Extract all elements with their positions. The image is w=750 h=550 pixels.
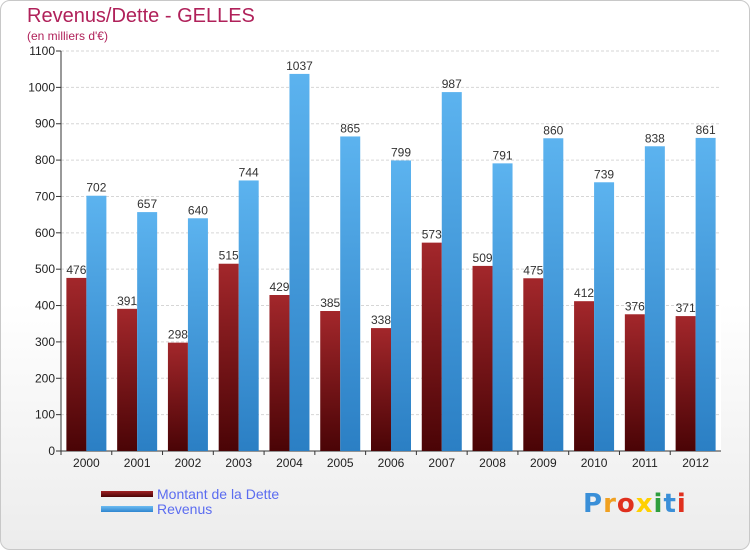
- logo-letter: P: [583, 489, 604, 519]
- logo-letter: r: [603, 489, 617, 519]
- x-tick-label: 2011: [632, 456, 658, 470]
- bar-dette: [218, 263, 239, 451]
- logo-letter: o: [616, 489, 636, 519]
- data-label-dette: 391: [117, 294, 137, 308]
- bar-dette: [624, 314, 645, 451]
- bar-dette: [574, 301, 595, 451]
- y-tick-label: 0: [48, 444, 55, 458]
- data-label-revenus: 860: [543, 123, 563, 137]
- data-label-revenus: 838: [645, 131, 665, 145]
- y-tick-label: 1100: [29, 44, 55, 58]
- bar-dette: [66, 277, 87, 451]
- bar-dette: [675, 316, 696, 451]
- data-label-dette: 385: [320, 296, 340, 310]
- x-tick-label: 2006: [378, 456, 405, 470]
- y-tick-label: 600: [35, 226, 55, 240]
- bar-revenus: [86, 195, 107, 451]
- bar-dette: [523, 278, 544, 451]
- data-label-dette: 371: [676, 301, 696, 315]
- x-tick-label: 2000: [73, 456, 100, 470]
- bar-dette: [167, 342, 188, 451]
- bar-revenus: [187, 218, 208, 451]
- bar-revenus: [340, 136, 361, 452]
- data-label-revenus: 987: [442, 77, 462, 91]
- data-label-dette: 573: [422, 228, 442, 242]
- data-label-dette: 376: [625, 299, 645, 313]
- data-label-dette: 475: [523, 263, 543, 277]
- y-tick-label: 100: [35, 408, 55, 422]
- legend-label-dette: Montant de la Dette: [157, 486, 280, 502]
- x-tick-label: 2002: [175, 456, 202, 470]
- bar-revenus: [391, 160, 411, 452]
- bar-dette: [320, 311, 341, 451]
- data-label-revenus: 702: [86, 181, 106, 195]
- y-tick-label: 1000: [28, 80, 55, 94]
- data-label-dette: 515: [219, 249, 239, 263]
- logo-letter: i: [676, 489, 687, 519]
- data-label-revenus: 791: [493, 148, 513, 162]
- bar-dette: [421, 242, 442, 451]
- x-tick-label: 2007: [428, 456, 455, 470]
- logo-letter: t: [663, 489, 677, 519]
- data-label-revenus: 865: [340, 121, 360, 135]
- logo-letter: x: [635, 489, 654, 519]
- x-tick-label: 2010: [581, 456, 608, 470]
- x-tick-label: 2008: [479, 456, 506, 470]
- data-label-revenus: 744: [239, 165, 259, 179]
- x-tick-label: 2003: [225, 456, 252, 470]
- data-label-dette: 509: [473, 251, 493, 265]
- bar-revenus: [594, 182, 615, 452]
- data-label-dette: 476: [66, 263, 86, 277]
- data-label-dette: 412: [574, 286, 594, 300]
- chart-title: Revenus/Dette - GELLES: [27, 5, 255, 27]
- data-label-revenus: 739: [594, 167, 614, 181]
- proxiti-logo: Proxiti: [583, 489, 687, 519]
- data-label-dette: 338: [371, 313, 391, 327]
- x-tick-label: 2012: [682, 456, 709, 470]
- y-tick-label: 400: [35, 299, 55, 313]
- x-tick-label: 2009: [530, 456, 557, 470]
- bar-revenus: [644, 146, 665, 452]
- bar-revenus: [543, 138, 564, 452]
- y-tick-label: 700: [35, 189, 55, 203]
- bar-revenus: [441, 92, 462, 451]
- bar-revenus: [137, 212, 158, 451]
- data-label-dette: 298: [168, 328, 188, 342]
- data-label-revenus: 640: [188, 203, 208, 217]
- bar-dette: [117, 308, 138, 451]
- bar-revenus: [492, 163, 513, 451]
- bar-revenus: [289, 73, 310, 451]
- legend-label-revenus: Revenus: [157, 501, 213, 517]
- bar-revenus: [238, 180, 259, 452]
- chart-subtitle: (en milliers d'€): [27, 29, 108, 43]
- legend-swatch-dette: [101, 491, 153, 497]
- y-tick-label: 800: [35, 153, 55, 167]
- data-label-revenus: 1037: [286, 59, 313, 73]
- bar-dette: [269, 295, 290, 451]
- y-tick-label: 500: [35, 262, 55, 276]
- x-tick-label: 2004: [276, 456, 303, 470]
- data-label-revenus: 657: [137, 197, 157, 211]
- legend-swatch-revenus: [101, 506, 153, 512]
- data-label-revenus: 861: [696, 123, 716, 137]
- y-tick-label: 300: [35, 335, 55, 349]
- y-tick-label: 200: [35, 371, 55, 385]
- x-tick-label: 2005: [327, 456, 354, 470]
- bar-revenus: [695, 137, 716, 451]
- bar-dette: [371, 328, 391, 451]
- data-label-dette: 429: [269, 280, 289, 294]
- data-label-revenus: 799: [391, 145, 411, 159]
- bar-dette: [472, 265, 493, 451]
- y-tick-label: 900: [35, 117, 55, 131]
- x-tick-label: 2001: [124, 456, 151, 470]
- logo-letter: i: [653, 489, 664, 519]
